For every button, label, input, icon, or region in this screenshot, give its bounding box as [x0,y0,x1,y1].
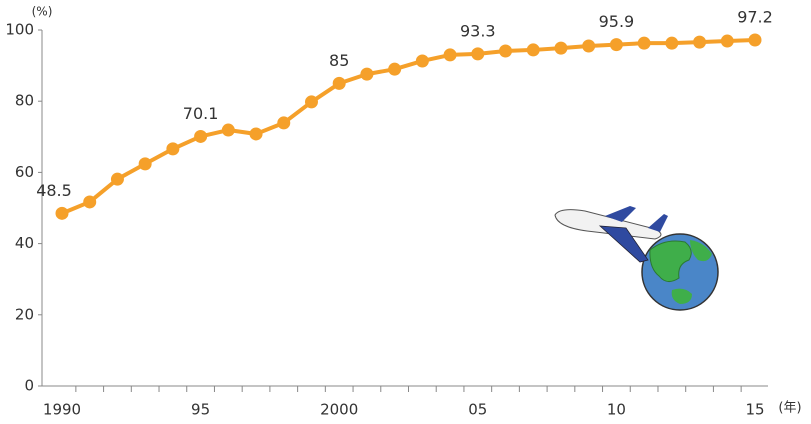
x-tick-label: 15 [745,401,764,419]
marker [443,48,457,62]
marker [637,36,651,50]
marker [138,157,152,171]
x-tick-label: 2000 [320,401,358,419]
data-label: 85 [329,51,349,70]
line [61,37,756,216]
marker [110,172,124,186]
marker [609,38,623,52]
marker [55,206,69,220]
x-tick-label: 95 [191,401,210,419]
x-unit: (年) [778,401,801,416]
marker [665,36,679,50]
marker [166,142,180,156]
data-label: 95.9 [599,12,635,31]
marker [471,47,485,61]
marker [360,67,374,81]
data-label: 48.5 [36,181,72,200]
marker [582,39,596,53]
marker [304,95,318,109]
marker [526,43,540,57]
data-label: 97.2 [737,7,773,26]
data-label: 93.3 [460,21,496,40]
x-tick-label: 10 [607,401,626,419]
marker [83,195,97,209]
marker [194,129,208,143]
marker [332,76,346,90]
x-tick-label: 05 [468,401,487,419]
y-unit: (%) [32,5,53,19]
marker [693,35,707,49]
data-label: 70.1 [183,104,219,123]
marker [277,116,291,130]
y-tick-label: 0 [24,377,34,395]
y-tick-label: 60 [15,163,34,181]
marker [720,34,734,48]
illustration [554,206,719,311]
y-tick-label: 100 [5,21,34,39]
marker [554,41,568,55]
y-tick-label: 80 [15,92,34,110]
x-tick-label: 1990 [43,401,81,419]
marker [388,62,402,76]
y-tick-label: 40 [15,234,34,252]
marker [415,54,429,68]
marker [499,44,513,58]
marker [249,127,263,141]
marker [748,33,762,47]
marker [221,123,235,137]
y-tick-label: 20 [15,305,34,323]
